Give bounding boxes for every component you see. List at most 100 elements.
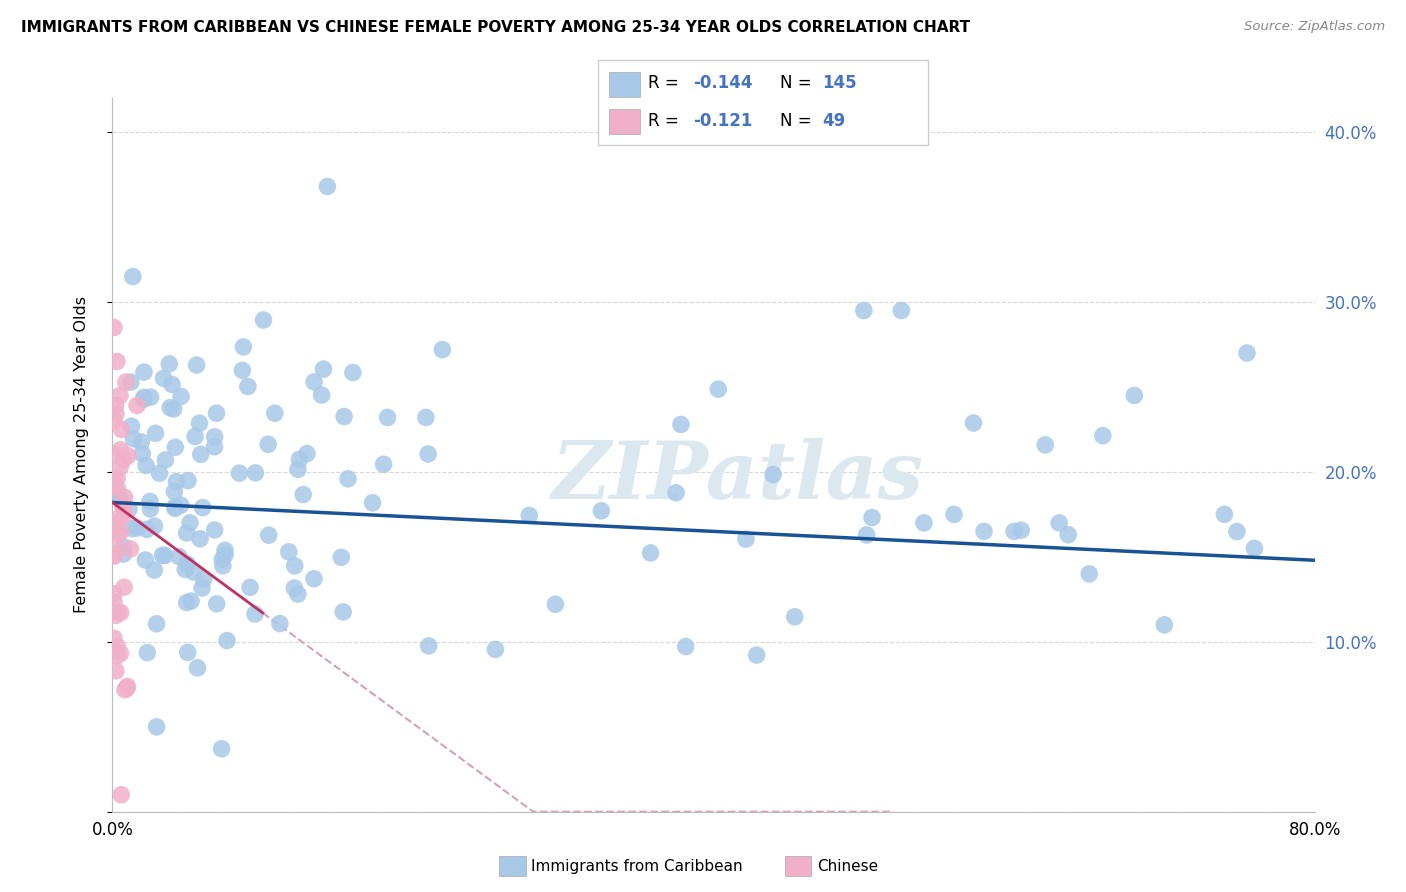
- Point: [117, 680, 139, 694]
- Point: [177, 645, 200, 659]
- Point: [105, 354, 128, 368]
- Point: [152, 371, 174, 385]
- Point: [912, 516, 935, 530]
- Point: [104, 485, 127, 500]
- Text: Chinese: Chinese: [817, 859, 877, 873]
- Point: [186, 661, 208, 675]
- Point: [373, 457, 395, 471]
- Point: [669, 417, 692, 432]
- Point: [104, 398, 127, 412]
- Point: [112, 547, 135, 561]
- Point: [544, 597, 567, 611]
- Text: R =: R =: [648, 74, 685, 92]
- Point: [252, 313, 274, 327]
- Point: [159, 401, 181, 415]
- Point: [183, 565, 205, 579]
- Point: [257, 437, 280, 451]
- Point: [1213, 508, 1236, 522]
- Point: [152, 549, 174, 563]
- Point: [214, 548, 236, 562]
- Point: [103, 549, 125, 563]
- Point: [1243, 541, 1265, 556]
- Point: [517, 508, 540, 523]
- Point: [153, 549, 176, 563]
- Point: [120, 541, 142, 556]
- Point: [243, 607, 266, 621]
- Point: [103, 479, 125, 493]
- Point: [108, 388, 131, 402]
- Point: [139, 390, 162, 404]
- Point: [104, 407, 127, 421]
- Point: [191, 581, 214, 595]
- Point: [103, 478, 125, 492]
- Point: [103, 475, 125, 489]
- Point: [105, 648, 128, 663]
- Point: [283, 581, 305, 595]
- Point: [332, 605, 354, 619]
- Point: [108, 510, 131, 524]
- Point: [110, 788, 132, 802]
- Point: [852, 303, 875, 318]
- Point: [111, 500, 134, 515]
- Text: 145: 145: [823, 74, 858, 92]
- Point: [962, 416, 984, 430]
- Point: [890, 303, 912, 318]
- Text: Immigrants from Caribbean: Immigrants from Caribbean: [531, 859, 744, 873]
- Point: [239, 581, 262, 595]
- Text: Source: ZipAtlas.com: Source: ZipAtlas.com: [1244, 20, 1385, 33]
- Point: [292, 487, 315, 501]
- Point: [155, 453, 177, 467]
- Point: [115, 375, 138, 389]
- Point: [215, 633, 238, 648]
- Point: [232, 340, 254, 354]
- Point: [105, 471, 128, 485]
- Point: [484, 642, 506, 657]
- Point: [165, 500, 187, 514]
- Point: [118, 502, 141, 516]
- Point: [193, 572, 215, 586]
- Text: R =: R =: [648, 112, 685, 130]
- Point: [104, 664, 127, 678]
- Point: [184, 429, 207, 443]
- Point: [1033, 438, 1056, 452]
- Point: [973, 524, 995, 539]
- Point: [415, 410, 437, 425]
- Point: [104, 643, 127, 657]
- Point: [104, 608, 127, 623]
- Point: [110, 524, 132, 539]
- Point: [295, 447, 318, 461]
- Point: [105, 526, 128, 541]
- Point: [302, 375, 325, 389]
- Point: [211, 552, 233, 566]
- Point: [212, 558, 235, 573]
- Point: [236, 379, 259, 393]
- Text: -0.144: -0.144: [693, 74, 752, 92]
- Point: [190, 447, 212, 461]
- Point: [735, 532, 758, 546]
- Point: [120, 419, 142, 434]
- Point: [1078, 566, 1101, 581]
- Point: [103, 516, 125, 531]
- Point: [148, 467, 170, 481]
- Point: [675, 640, 697, 654]
- Point: [112, 499, 135, 513]
- Point: [277, 545, 299, 559]
- Point: [783, 610, 806, 624]
- Point: [114, 682, 136, 697]
- Point: [188, 532, 211, 546]
- Point: [311, 388, 333, 402]
- Point: [1057, 527, 1080, 541]
- Point: [416, 447, 439, 461]
- Point: [160, 377, 183, 392]
- Point: [337, 472, 360, 486]
- Point: [121, 522, 143, 536]
- Point: [214, 543, 236, 558]
- Point: [103, 320, 125, 334]
- Point: [103, 587, 125, 601]
- Point: [131, 447, 153, 461]
- Point: [163, 501, 186, 516]
- Point: [122, 432, 145, 446]
- Point: [257, 528, 280, 542]
- Point: [231, 363, 253, 377]
- Text: -0.121: -0.121: [693, 112, 752, 130]
